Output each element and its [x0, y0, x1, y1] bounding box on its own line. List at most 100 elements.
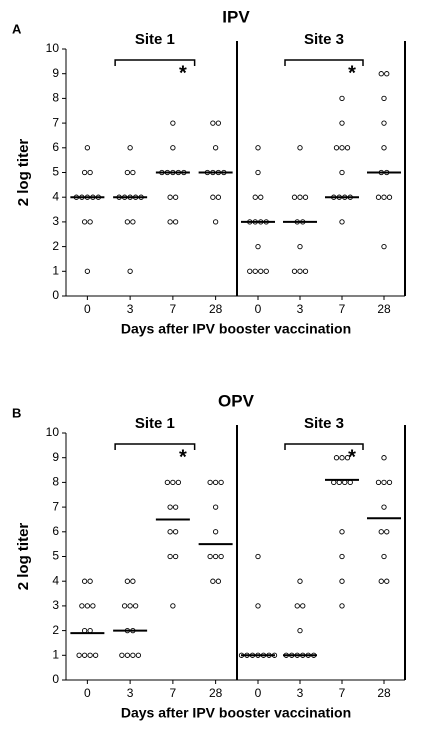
- data-point: [263, 268, 269, 274]
- data-point: [87, 219, 93, 225]
- data-point: [124, 652, 131, 658]
- data-point: [207, 479, 213, 486]
- site-bracket: [284, 59, 364, 66]
- data-point: [212, 553, 219, 560]
- x-axis-label: Days after IPV booster vaccination: [121, 705, 351, 721]
- y-tick-label: 9: [52, 450, 59, 464]
- data-point: [127, 268, 133, 274]
- data-point: [119, 652, 125, 658]
- y-tick-label: 2: [52, 239, 59, 253]
- data-point: [302, 194, 309, 200]
- data-point: [252, 268, 258, 274]
- data-point: [84, 145, 91, 151]
- data-point: [375, 479, 382, 486]
- data-point: [381, 553, 387, 560]
- y-tick-label: 1: [52, 647, 59, 661]
- data-point: [215, 120, 222, 126]
- data-point: [124, 578, 131, 584]
- data-point: [386, 479, 393, 486]
- data-point: [215, 578, 222, 584]
- x-tick-label: 3: [297, 302, 304, 316]
- data-point: [210, 120, 216, 126]
- data-point: [339, 120, 345, 126]
- data-point: [130, 652, 136, 658]
- data-point: [172, 194, 179, 200]
- site-label: Site 1: [135, 31, 175, 48]
- data-point: [87, 578, 93, 584]
- data-point: [381, 243, 387, 250]
- data-point: [255, 243, 261, 250]
- data-point: [84, 603, 91, 609]
- data-point: [210, 194, 216, 200]
- data-point: [167, 194, 173, 200]
- y-tick-label: 5: [52, 549, 59, 563]
- x-tick-label: 0: [255, 686, 262, 700]
- data-point: [375, 194, 382, 200]
- data-point: [212, 529, 219, 535]
- data-point: [339, 145, 345, 151]
- significance-mark: *: [179, 62, 187, 84]
- data-point: [344, 145, 351, 151]
- data-point: [210, 578, 216, 584]
- data-point: [302, 268, 309, 274]
- data-point: [121, 603, 128, 609]
- data-point: [124, 169, 131, 176]
- data-point: [339, 169, 345, 176]
- x-tick-label: 0: [84, 302, 91, 316]
- data-point: [384, 578, 390, 584]
- data-point: [384, 529, 390, 535]
- data-point: [333, 145, 340, 151]
- chart-title: IPV: [222, 7, 250, 26]
- data-point: [339, 603, 345, 609]
- data-point: [172, 529, 179, 535]
- y-axis-label: 2 log titer: [15, 139, 32, 207]
- y-tick-label: 0: [52, 288, 59, 302]
- y-tick-label: 8: [52, 475, 59, 489]
- data-point: [212, 479, 219, 486]
- data-point: [255, 553, 261, 560]
- data-point: [87, 652, 93, 658]
- y-tick-label: 8: [52, 91, 59, 105]
- data-point: [172, 219, 179, 225]
- data-point: [344, 455, 351, 461]
- data-point: [258, 268, 264, 274]
- data-point: [339, 578, 345, 584]
- data-point: [215, 194, 222, 200]
- data-point: [252, 194, 258, 200]
- data-point: [247, 268, 253, 274]
- data-point: [258, 194, 264, 200]
- significance-mark: *: [348, 62, 356, 84]
- x-tick-label: 28: [377, 302, 391, 316]
- data-point: [79, 603, 85, 609]
- data-point: [127, 603, 133, 609]
- data-point: [297, 578, 303, 584]
- data-point: [167, 219, 173, 225]
- x-tick-label: 0: [84, 686, 91, 700]
- data-point: [130, 169, 136, 176]
- data-point: [218, 479, 224, 486]
- data-point: [172, 504, 179, 510]
- data-point: [255, 169, 261, 176]
- data-point: [92, 652, 99, 658]
- data-point: [294, 603, 300, 609]
- data-point: [167, 504, 173, 510]
- data-point: [255, 145, 261, 151]
- data-point: [297, 627, 303, 634]
- data-point: [378, 578, 384, 584]
- data-point: [132, 603, 139, 609]
- y-tick-label: 4: [52, 573, 59, 587]
- data-point: [212, 219, 219, 225]
- x-tick-label: 0: [255, 302, 262, 316]
- y-tick-label: 9: [52, 66, 59, 80]
- data-point: [381, 95, 387, 102]
- site-label: Site 3: [304, 31, 344, 48]
- y-tick-label: 4: [52, 189, 59, 203]
- data-point: [170, 603, 176, 609]
- data-point: [381, 479, 387, 486]
- data-point: [381, 455, 387, 461]
- y-axis-label: 2 log titer: [15, 523, 32, 591]
- x-tick-label: 3: [127, 686, 134, 700]
- data-point: [172, 553, 179, 560]
- data-point: [381, 504, 387, 510]
